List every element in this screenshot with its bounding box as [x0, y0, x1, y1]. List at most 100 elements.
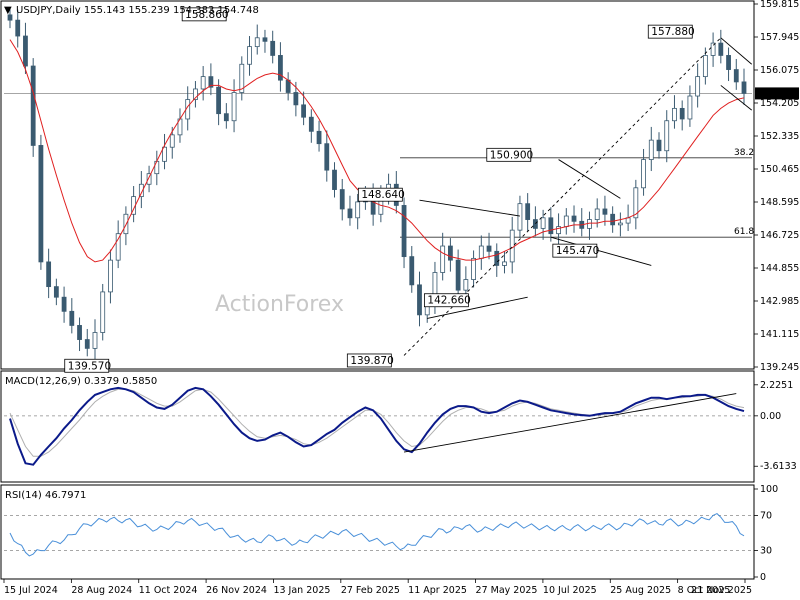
- candle: [285, 72, 291, 101]
- candle-body: [278, 55, 283, 81]
- price-tick-label: 146.725: [760, 230, 799, 241]
- candle-body: [741, 81, 747, 94]
- candle-body: [409, 256, 415, 286]
- candle-body: [532, 219, 538, 229]
- x-tick-label: 13 Jan 2025: [273, 585, 330, 596]
- price-tick-label: 156.075: [760, 65, 799, 76]
- x-tick-label: 28 Aug 2024: [71, 585, 132, 596]
- candle-body: [200, 76, 206, 90]
- candle-body: [509, 229, 515, 263]
- candle: [563, 208, 569, 235]
- candle: [455, 249, 461, 299]
- axis-layer: 159.815 157.945 156.075 154.205 152.335 150.4…: [3, 0, 799, 596]
- candle-body: [664, 120, 670, 152]
- candle-body: [718, 42, 724, 56]
- candle-body: [672, 107, 677, 122]
- candle: [571, 205, 577, 233]
- candle-body: [208, 76, 214, 88]
- candle-body: [517, 203, 523, 231]
- macd-tick-label: 0.00: [760, 411, 781, 422]
- x-tick-label: 10 Jul 2025: [543, 585, 597, 596]
- candle: [502, 251, 507, 274]
- x-tick-label: 21 Nov 2025: [691, 585, 752, 596]
- candle-body: [502, 261, 507, 266]
- candle-body: [478, 245, 484, 259]
- candle: [200, 66, 206, 101]
- price-annotation-label: 158.860: [185, 9, 228, 21]
- candle: [648, 126, 654, 172]
- candle: [687, 85, 693, 127]
- candle-body: [440, 245, 446, 273]
- trend-line-channel-upper: [558, 159, 621, 199]
- candle-body: [687, 95, 693, 120]
- macd-layer: [4, 386, 752, 466]
- candle-body: [486, 245, 492, 252]
- macd-tick-label: -3.6133: [760, 461, 797, 472]
- candle: [509, 216, 515, 274]
- candle: [401, 197, 407, 269]
- candle-body: [471, 257, 476, 280]
- candle-body: [494, 250, 500, 266]
- candle: [409, 246, 415, 293]
- candle: [478, 235, 484, 270]
- candle: [486, 232, 492, 260]
- price-annotation-box: [357, 187, 403, 202]
- candle-body: [610, 213, 616, 226]
- candle: [84, 328, 90, 357]
- candle: [270, 30, 276, 64]
- candle: [339, 178, 345, 221]
- candle-body: [710, 42, 716, 56]
- candle: [741, 68, 747, 105]
- x-tick-label: 8 Oct 2025: [678, 585, 731, 596]
- candle: [308, 109, 314, 143]
- price-annotation-label: 145.470: [556, 245, 599, 257]
- candle-body: [146, 173, 152, 185]
- candle: [695, 63, 701, 108]
- price-annotation-box: [181, 7, 227, 22]
- candle: [115, 220, 121, 269]
- trend-line-wedge-lower: [720, 85, 753, 111]
- candle: [278, 42, 283, 92]
- candle-body: [648, 139, 654, 160]
- candle-body: [347, 208, 353, 219]
- candle-body: [162, 146, 167, 162]
- candle: [587, 211, 592, 240]
- candle-body: [92, 332, 98, 349]
- x-tick-label: 15 Jul 2024: [4, 585, 58, 596]
- candle-body: [563, 215, 569, 228]
- candle: [262, 29, 268, 53]
- price-header: USDJPY,Daily 155.143 155.239 154.383 154…: [16, 5, 259, 16]
- candle-body: [656, 139, 662, 152]
- fib-label: 61.8: [734, 227, 754, 237]
- candle-body: [53, 286, 59, 298]
- current-price-tag: [755, 87, 799, 100]
- candle: [332, 162, 337, 198]
- candle-body: [231, 92, 237, 122]
- x-tick-label: 26 Nov 2024: [206, 585, 267, 596]
- candle: [146, 165, 152, 193]
- price-annotation-box: [647, 24, 693, 39]
- x-tick-label: 25 Aug 2025: [610, 585, 671, 596]
- price-tick-label: 159.815: [760, 0, 799, 10]
- price-annotation-label: 150.900: [490, 149, 533, 161]
- price-tick-label: 150.465: [760, 164, 799, 175]
- candle: [347, 195, 353, 226]
- candle: [556, 213, 561, 246]
- candle-body: [463, 279, 469, 291]
- candle: [7, 6, 13, 29]
- candle-body: [138, 183, 144, 198]
- candle: [208, 63, 214, 96]
- candle-body: [169, 134, 175, 148]
- candle-body: [324, 143, 330, 171]
- candle: [633, 179, 639, 230]
- candle: [108, 249, 113, 304]
- candle: [77, 317, 82, 352]
- candle-body: [316, 130, 322, 145]
- candle: [617, 212, 623, 237]
- candle: [417, 271, 422, 327]
- price-tick-label: 152.335: [760, 131, 799, 142]
- candle-body: [239, 63, 245, 93]
- candle-body: [254, 37, 260, 48]
- price-annotation-label: 142.660: [427, 295, 470, 307]
